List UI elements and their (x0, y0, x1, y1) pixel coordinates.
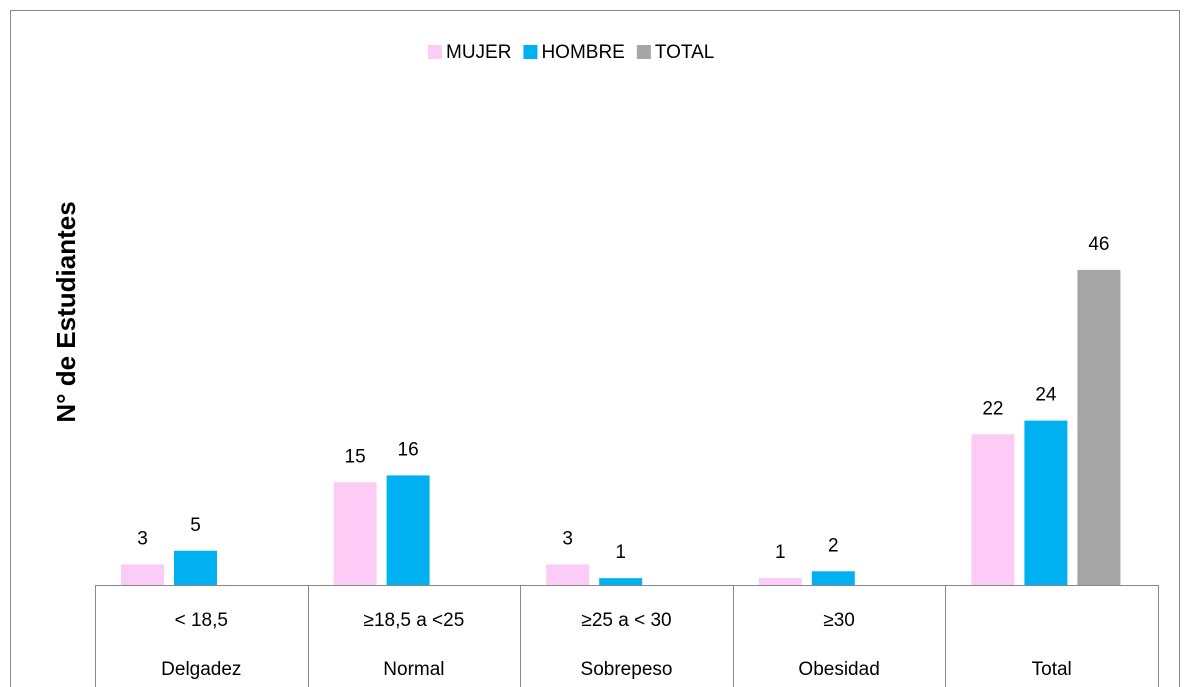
data-label: 46 (1088, 234, 1109, 255)
bar (1024, 420, 1068, 585)
x-tick-label: Obesidad (798, 659, 879, 680)
data-label: 2 (828, 535, 839, 556)
bar (1077, 269, 1121, 585)
data-label: 16 (398, 439, 419, 460)
legend-label: HOMBRE (541, 42, 624, 63)
x-tick-label: < 18,5 (175, 610, 228, 631)
data-label: 1 (615, 542, 626, 563)
bar (333, 482, 377, 585)
bar (758, 578, 802, 585)
legend-label: MUJER (446, 42, 511, 63)
x-tick-label: Delgadez (161, 659, 241, 680)
data-label: 22 (982, 398, 1003, 419)
x-tick-label: Sobrepeso (581, 659, 673, 680)
data-label: 15 (345, 446, 366, 467)
bar (971, 434, 1015, 585)
bar (811, 571, 855, 585)
data-label: 24 (1035, 385, 1057, 406)
x-tick-label: ≥30 (823, 610, 855, 631)
data-label: 1 (775, 542, 786, 563)
legend-swatch (428, 45, 442, 59)
bar (546, 564, 590, 585)
legend-swatch (523, 45, 538, 59)
legend-swatch (636, 45, 651, 59)
y-axis-label: N° de Estudiantes (51, 201, 81, 422)
bar (386, 475, 430, 585)
x-tick-label: Normal (383, 659, 444, 680)
x-tick-label: ≥18,5 a <25 (364, 610, 465, 631)
data-label: 3 (562, 528, 573, 549)
bar (121, 564, 164, 585)
x-tick-label: ≥25 a < 30 (581, 610, 671, 631)
bar (174, 550, 217, 585)
data-label: 5 (190, 515, 201, 536)
legend-label: TOTAL (655, 42, 714, 63)
x-tick-label: Total (1032, 659, 1072, 680)
bar (599, 578, 643, 585)
data-label: 3 (137, 528, 148, 549)
